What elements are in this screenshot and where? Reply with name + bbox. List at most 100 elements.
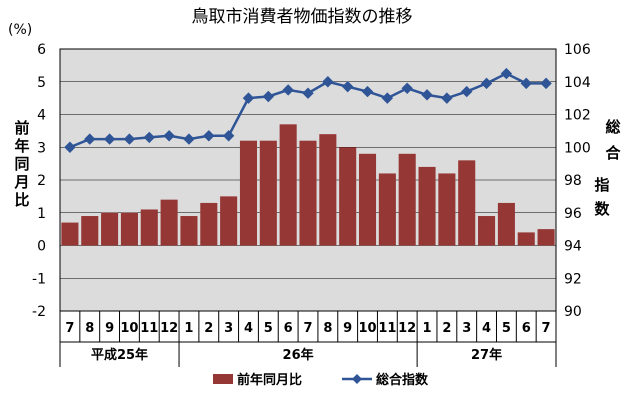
legend-line-marker <box>352 374 362 384</box>
category-label: 5 <box>502 321 511 336</box>
left-tick-label: -2 <box>32 304 46 320</box>
line-point <box>84 133 96 145</box>
left-tick-label: -1 <box>32 271 46 287</box>
category-label: 12 <box>398 321 416 336</box>
left-axis-label-char: 年 <box>14 137 29 155</box>
left-axis-ticks: -2 -1 0 1 2 3 4 5 6 <box>32 42 46 320</box>
left-axis-label-char: 同 <box>14 155 29 173</box>
left-tick-label: 6 <box>37 42 46 58</box>
category-label: 1 <box>184 321 193 336</box>
category-label: 11 <box>378 321 396 336</box>
bar <box>160 199 178 246</box>
line-point <box>341 80 354 93</box>
line-point <box>262 90 275 103</box>
legend: 前年同月比 総合指数 <box>213 372 429 388</box>
legend-bar-label: 前年同月比 <box>237 372 302 388</box>
category-label: 6 <box>522 321 531 336</box>
line-point <box>441 92 453 104</box>
bar <box>478 216 496 246</box>
bar <box>497 202 515 246</box>
right-axis-label-char: 総 <box>605 118 620 136</box>
left-tick-label: 4 <box>37 108 46 124</box>
category-label: 10 <box>358 321 376 336</box>
left-tick-label: 0 <box>37 239 46 255</box>
bar <box>537 229 555 246</box>
category-label: 12 <box>160 321 178 336</box>
category-label: 11 <box>140 321 158 336</box>
bar <box>180 216 198 246</box>
right-tick-label: 102 <box>564 108 591 124</box>
line-point <box>500 67 513 80</box>
category-label: 4 <box>244 321 253 336</box>
right-axis-label-char: 合 <box>604 144 621 162</box>
line-point <box>242 92 255 104</box>
bar <box>61 222 79 246</box>
group-label: 平成25年 <box>91 347 148 363</box>
bar <box>220 196 238 246</box>
line-point <box>302 87 314 99</box>
bar <box>339 147 357 246</box>
line-point <box>421 89 433 101</box>
right-axis-ticks: 90 92 94 96 98 100 102 104 106 <box>564 42 591 320</box>
left-axis-label: 前年同月比 <box>13 119 29 209</box>
bar <box>378 173 396 246</box>
line-point <box>103 133 116 145</box>
line-point <box>163 130 175 142</box>
bar <box>239 140 258 246</box>
line-point <box>203 130 215 142</box>
right-tick-label: 100 <box>564 140 591 156</box>
legend-bar-swatch <box>213 374 233 384</box>
line-point <box>461 85 473 98</box>
bar <box>279 124 297 246</box>
line-point <box>381 92 394 104</box>
left-axis-label-char: 前 <box>14 119 29 137</box>
category-label: 1 <box>423 321 432 336</box>
left-axis-unit: (%) <box>8 22 32 38</box>
line-point <box>322 76 334 88</box>
left-tick-label: 5 <box>37 75 46 91</box>
line-point <box>401 82 413 95</box>
category-label: 3 <box>462 321 471 336</box>
group-label: 27年 <box>471 347 502 363</box>
right-tick-label: 104 <box>564 75 591 91</box>
line-point <box>520 77 532 90</box>
left-tick-label: 3 <box>37 140 46 156</box>
category-label: 9 <box>343 321 352 336</box>
category-label: 9 <box>105 321 114 336</box>
category-label: 7 <box>303 321 312 336</box>
line-point <box>222 130 235 142</box>
category-label: 2 <box>204 321 213 336</box>
category-label: 6 <box>284 321 293 336</box>
line-point <box>361 85 374 98</box>
bar <box>259 140 277 246</box>
right-tick-label: 94 <box>564 239 582 255</box>
line-point <box>64 141 76 153</box>
category-label: 10 <box>120 321 138 336</box>
category-label: 4 <box>482 321 491 336</box>
bar <box>358 153 377 246</box>
category-label: 2 <box>442 321 451 336</box>
right-tick-label: 92 <box>564 271 582 287</box>
line-point <box>540 77 552 90</box>
category-label: 8 <box>85 321 94 336</box>
legend-line-label: 総合指数 <box>376 372 429 388</box>
right-axis-label: 総合指数 <box>594 118 621 218</box>
category-label: 7 <box>542 321 551 336</box>
left-axis-label-char: 月 <box>13 173 29 191</box>
category-label: 5 <box>264 321 273 336</box>
category-label: 8 <box>323 321 332 336</box>
bar <box>120 212 138 246</box>
right-tick-label: 90 <box>564 304 582 320</box>
left-axis-label-char: 比 <box>14 191 29 209</box>
line-point <box>143 131 155 144</box>
left-tick-label: 1 <box>37 206 46 222</box>
bar <box>458 160 476 246</box>
bar-series <box>61 124 555 246</box>
bar <box>101 212 119 246</box>
bar <box>200 202 218 246</box>
right-axis-label-char: 数 <box>594 200 610 218</box>
category-label: 7 <box>65 321 74 336</box>
right-tick-label: 96 <box>564 206 582 222</box>
